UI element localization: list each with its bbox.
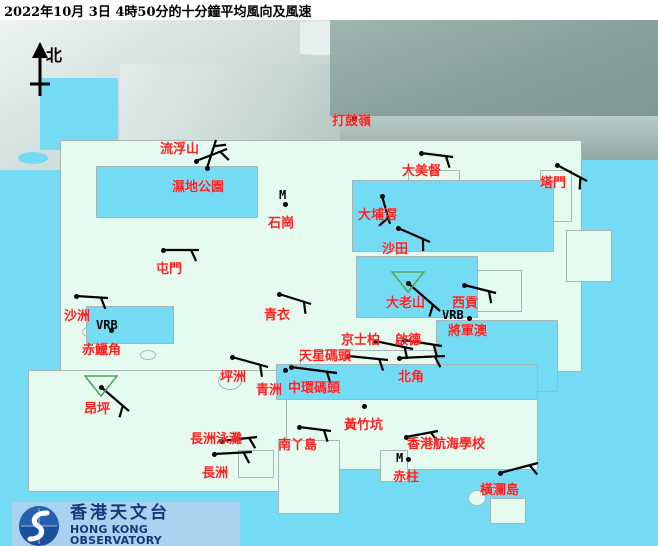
station-label: 屯門	[156, 262, 183, 277]
station-label: 赤柱	[393, 470, 420, 485]
station-dot-icon	[462, 283, 467, 288]
page-title: 2022年10月 3日 4時50分的十分鐘平均風向及風速	[4, 5, 312, 20]
hko-name-en: HONG KONG OBSERVATORY	[70, 522, 162, 546]
mainland-terrain-east	[330, 20, 658, 116]
mainland-terrain-mid	[120, 64, 340, 184]
sea-patch	[18, 152, 48, 164]
map-canvas[interactable]: 北 打鼓嶺流浮山濕地公園 M 石崗 大美督塔門大埔滘沙田屯門西貢 大老山青衣 沙洲 VRB 赤…	[0, 20, 658, 546]
station-dot-icon	[467, 316, 472, 321]
station-label: 大埔滘	[358, 208, 398, 223]
station-label: 天星碼頭	[299, 349, 352, 364]
station-label: 橫瀾島	[480, 483, 520, 498]
ne-island	[566, 230, 612, 282]
variable-wind-code: VRB	[96, 318, 118, 332]
station-dot-icon	[396, 226, 401, 231]
station-label: 長洲	[202, 466, 229, 481]
hko-logo: 香港天文台 HONG KONG OBSERVATORY	[12, 502, 240, 546]
variable-wind-code: VRB	[442, 308, 464, 322]
station-label: 中環碼頭	[288, 381, 341, 396]
station-dot-icon	[346, 354, 351, 359]
station-label: 香港航海學校	[407, 437, 486, 452]
title-bar: 2022年10月 3日 4時50分的十分鐘平均風向及風速	[0, 0, 658, 20]
station-label: 長洲泳灘	[190, 432, 243, 447]
station-dot-icon	[406, 281, 411, 286]
north-arrow-icon	[26, 42, 70, 100]
station-dot-icon	[297, 425, 302, 430]
calm-wind-code: M	[396, 451, 404, 465]
station-dot-icon	[352, 116, 357, 121]
station-label: 昂坪	[84, 402, 111, 417]
station-label: 沙洲	[64, 309, 91, 324]
station-dot-icon	[219, 439, 224, 444]
station-dot-icon	[212, 452, 217, 457]
station-dot-icon	[109, 328, 114, 333]
station-dot-icon	[283, 368, 288, 373]
station-label: 流浮山	[160, 142, 200, 157]
station-dot-icon	[373, 339, 378, 344]
po-toi-island	[490, 498, 526, 524]
station-dot-icon	[230, 355, 235, 360]
station-dot-icon	[380, 194, 385, 199]
station-label: 西貢	[452, 296, 479, 311]
hko-name-zh: 香港天文台	[70, 503, 170, 524]
station-label: 打鼓嶺	[332, 114, 372, 129]
station-dot-icon	[362, 404, 367, 409]
station-dot-icon	[402, 338, 407, 343]
hko-logo-icon	[16, 504, 62, 546]
station-dot-icon	[406, 457, 411, 462]
north-label: 北	[46, 46, 63, 65]
station-dot-icon	[498, 471, 503, 476]
station-label: 赤鱲角	[82, 343, 122, 358]
mainland-terrain	[0, 20, 658, 160]
station-dot-icon	[404, 435, 409, 440]
station-label: 京士柏	[341, 333, 381, 348]
small-island	[140, 350, 156, 360]
station-dot-icon	[99, 385, 104, 390]
hko-logo-text: 香港天文台 HONG KONG OBSERVATORY	[70, 503, 240, 546]
station-label: 南丫島	[278, 438, 318, 453]
calm-wind-code: M	[279, 188, 287, 202]
station-label: 坪洲	[220, 370, 247, 385]
station-dot-icon	[205, 166, 210, 171]
station-dot-icon	[419, 151, 424, 156]
cheung-chau-island	[238, 450, 274, 478]
station-dot-icon	[161, 248, 166, 253]
station-label: 北角	[398, 370, 425, 385]
station-dot-icon	[397, 356, 402, 361]
station-label: 沙田	[382, 242, 409, 257]
station-label: 塔門	[540, 176, 567, 191]
station-label: 青洲	[256, 383, 283, 398]
station-dot-icon	[289, 365, 294, 370]
station-label: 將軍澳	[448, 324, 488, 339]
station-label: 黃竹坑	[344, 418, 384, 433]
station-dot-icon	[283, 202, 288, 207]
station-dot-icon	[74, 294, 79, 299]
sea-patch	[26, 170, 52, 180]
station-label: 大美督	[402, 164, 442, 179]
station-dot-icon	[194, 159, 199, 164]
station-label: 濕地公園	[172, 180, 225, 195]
station-label: 大老山	[386, 296, 426, 311]
station-dot-icon	[277, 292, 282, 297]
new-territories-landmass	[60, 140, 582, 372]
station-label: 青衣	[264, 308, 291, 323]
station-label: 啟德	[395, 333, 422, 348]
station-dot-icon	[555, 163, 560, 168]
station-label: 石崗	[268, 216, 295, 231]
